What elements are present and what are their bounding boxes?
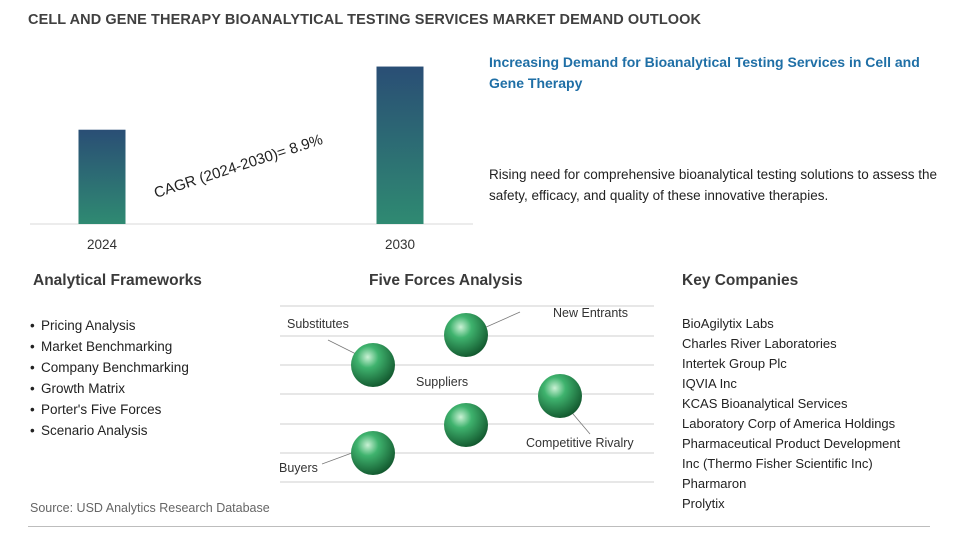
bottom-divider (28, 526, 930, 527)
bar-2030 (376, 66, 424, 225)
company-item: Pharmaceutical Product Development (682, 436, 901, 451)
sphere-substitutes (351, 343, 395, 387)
company-item: Intertek Group Plc (682, 356, 787, 371)
company-item: Pharmaron (682, 476, 747, 491)
company-item: IQVIA Inc (682, 376, 737, 391)
company-item: Charles River Laboratories (682, 336, 837, 351)
companies-list: BioAgilytix Labs Charles River Laborator… (682, 314, 900, 514)
label-suppliers: Suppliers (416, 375, 468, 389)
sphere-buyers (351, 431, 395, 475)
companies-title: Key Companies (682, 272, 799, 289)
framework-item: Growth Matrix (30, 378, 189, 399)
label-substitutes: Substitutes (287, 317, 349, 331)
bar-2024 (78, 129, 126, 224)
label-new-entrants: New Entrants (553, 306, 628, 320)
framework-item: Company Benchmarking (30, 357, 189, 378)
company-item: BioAgilytix Labs (682, 316, 774, 331)
page-title: CELL AND GENE THERAPY BIOANALYTICAL TEST… (28, 12, 702, 28)
sphere-new-entrants (444, 313, 488, 357)
five-forces-diagram: New Entrants Substitutes Suppliers Compe… (279, 305, 654, 483)
sphere-competitive-rivalry (538, 374, 582, 418)
framework-item: Scenario Analysis (30, 420, 189, 441)
label-buyers: Buyers (279, 461, 318, 475)
description: Rising need for comprehensive bioanalyti… (489, 167, 937, 203)
company-item: Inc (Thermo Fisher Scientific Inc) (682, 456, 873, 471)
framework-item: Porter's Five Forces (30, 399, 189, 420)
headline: Increasing Demand for Bioanalytical Test… (489, 54, 920, 91)
source-note: Source: USD Analytics Research Database (30, 501, 270, 515)
framework-item: Pricing Analysis (30, 315, 189, 336)
five-forces-title: Five Forces Analysis (369, 272, 523, 289)
label-competitive-rivalry: Competitive Rivalry (526, 436, 634, 450)
company-item: Prolytix (682, 496, 725, 511)
x-tick-label: 2030 (385, 237, 415, 252)
bar-chart: 2024 2030 CAGR (2024-2030)= 8.9% (30, 66, 473, 252)
framework-item: Market Benchmarking (30, 336, 189, 357)
frameworks-title: Analytical Frameworks (33, 272, 202, 289)
company-item: KCAS Bioanalytical Services (682, 396, 848, 411)
cagr-annotation: CAGR (2024-2030)= 8.9% (152, 131, 325, 202)
frameworks-list: Pricing Analysis Market Benchmarking Com… (30, 315, 189, 441)
x-tick-label: 2024 (87, 237, 118, 252)
company-item: Laboratory Corp of America Holdings (682, 416, 896, 431)
sphere-suppliers (444, 403, 488, 447)
